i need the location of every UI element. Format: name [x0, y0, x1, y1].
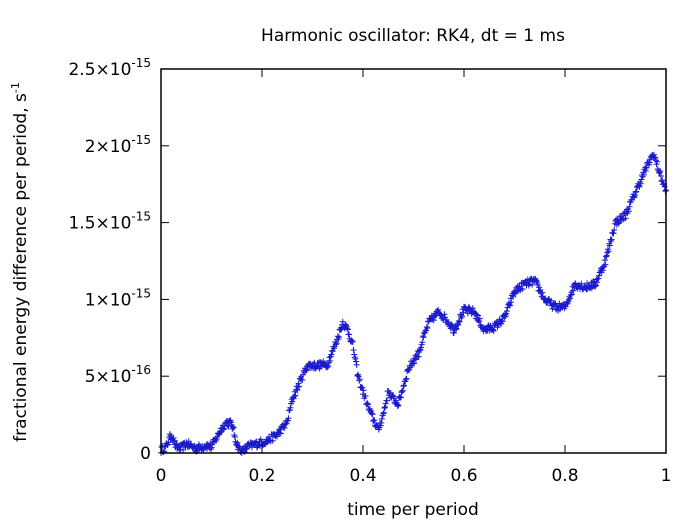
- y-tick-label: 2.5×10-15: [68, 56, 151, 80]
- x-tick-label: 1: [661, 466, 672, 486]
- y-tick-exponent: -15: [131, 56, 151, 70]
- y-tick-mantissa: 2×10: [85, 137, 132, 157]
- x-tick-label: 0.8: [551, 466, 578, 486]
- y-tick-exponent: -15: [131, 133, 151, 147]
- y-tick-mantissa: 5×10: [85, 367, 132, 387]
- x-axis-label: time per period: [347, 500, 479, 520]
- x-tick-label: 0.6: [450, 466, 477, 486]
- y-axis-label-superscript: -1: [9, 82, 22, 93]
- x-tick-label: 0.4: [349, 466, 376, 486]
- y-tick-exponent: -15: [131, 210, 151, 224]
- plot-frame: [160, 68, 667, 454]
- data-points: [158, 151, 669, 456]
- y-tick-label: 2×10-15: [85, 133, 151, 157]
- y-tick-mantissa: 0: [140, 444, 151, 464]
- y-tick-label: 1.5×10-15: [68, 210, 151, 234]
- axis-ticks: 0 0.2 0.4 0.6 0.8 105×10-161×10-151.5×10-152×…: [68, 56, 671, 486]
- y-tick-exponent: -15: [131, 286, 151, 300]
- x-tick-label: 0: [156, 466, 167, 486]
- y-axis-label: fractional energy difference per period,…: [9, 82, 31, 442]
- y-tick-label: 5×10-16: [85, 363, 151, 387]
- data-point-markers: [158, 151, 669, 456]
- y-tick-label: 0: [140, 444, 151, 464]
- chart-title: Harmonic oscillator: RK4, dt = 1 ms: [261, 26, 565, 46]
- y-tick-label: 1×10-15: [85, 286, 151, 310]
- x-tick-label: 0.2: [248, 466, 275, 486]
- y-tick-mantissa: 1×10: [85, 290, 132, 310]
- y-tick-exponent: -16: [131, 363, 151, 377]
- y-tick-mantissa: 1.5×10: [68, 214, 131, 234]
- y-tick-mantissa: 2.5×10: [68, 60, 131, 80]
- y-axis-label-text: fractional energy difference per period,…: [11, 93, 31, 442]
